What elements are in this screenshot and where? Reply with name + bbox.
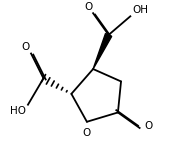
Polygon shape	[93, 34, 112, 69]
Text: HO: HO	[10, 106, 26, 116]
Text: O: O	[84, 2, 93, 12]
Text: OH: OH	[132, 5, 148, 15]
Text: O: O	[21, 42, 30, 52]
Text: O: O	[83, 128, 91, 138]
Text: O: O	[144, 121, 152, 131]
